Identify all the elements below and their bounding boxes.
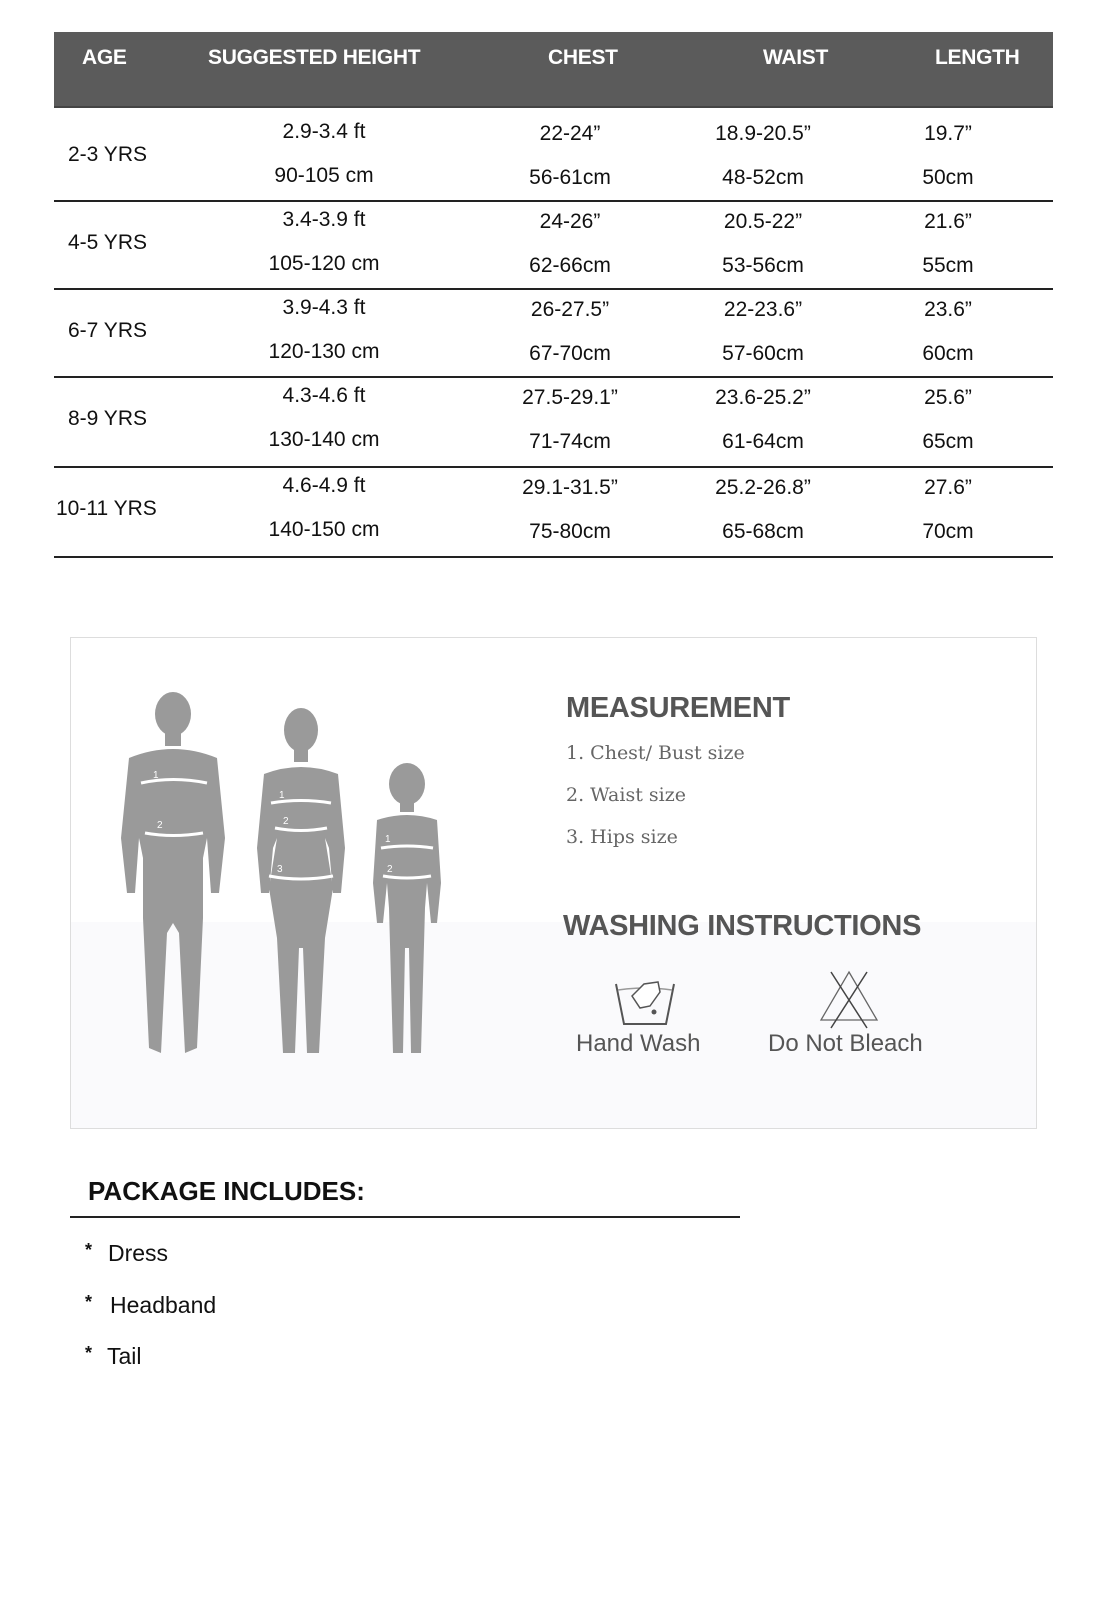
cell-waist-in: 20.5-22” (723, 210, 803, 233)
cell-length-cm: 55cm (922, 254, 974, 277)
cell-height-cm: 140-150 cm (268, 518, 380, 541)
svg-text:2: 2 (157, 820, 163, 831)
cell-height-ft: 2.9-3.4 ft (282, 120, 366, 143)
svg-text:2: 2 (387, 864, 393, 875)
cell-waist-in: 25.2-26.8” (715, 476, 811, 499)
cell-length-cm: 70cm (922, 520, 974, 543)
table-row: 6-7 YRS 3.9-4.3 ft 120-130 cm 26-27.5” 67-70… (54, 290, 1053, 378)
cell-length-cm: 60cm (922, 342, 974, 365)
cell-height-ft: 4.3-4.6 ft (282, 384, 366, 407)
package-item: Headband (110, 1292, 217, 1318)
cell-waist-cm: 65-68cm (722, 520, 804, 543)
header-waist: WAIST (763, 46, 828, 69)
cell-height-cm: 130-140 cm (268, 428, 380, 451)
svg-text:1: 1 (153, 770, 159, 781)
size-table: AGE SUGGESTED HEIGHT CHEST WAIST LENGTH … (54, 32, 1053, 558)
svg-text:1: 1 (279, 790, 285, 801)
header-chest: CHEST (548, 46, 618, 69)
cell-waist-cm: 57-60cm (722, 342, 804, 365)
package-item: Tail (107, 1343, 142, 1369)
cell-height-cm: 120-130 cm (268, 340, 380, 363)
table-row: 2-3 YRS 2.9-3.4 ft 90-105 cm 22-24” 56-61cm 1… (54, 108, 1053, 202)
measurement-item: 1. Chest/ Bust size (566, 742, 745, 764)
cell-chest-cm: 62-66cm (529, 254, 611, 277)
cell-chest-cm: 75-80cm (529, 520, 611, 543)
cell-height-cm: 105-120 cm (268, 252, 380, 275)
cell-length-in: 25.6” (924, 386, 972, 409)
cell-chest-in: 26-27.5” (530, 298, 610, 321)
cell-height-cm: 90-105 cm (274, 164, 374, 187)
cell-length-in: 23.6” (924, 298, 972, 321)
table-row: 8-9 YRS 4.3-4.6 ft 130-140 cm 27.5-29.1” 71-… (54, 378, 1053, 468)
hand-wash-icon (615, 981, 675, 1025)
cell-height-ft: 3.9-4.3 ft (282, 296, 366, 319)
hand-wash-label: Hand Wash (576, 1030, 701, 1057)
washing-title: WASHING INSTRUCTIONS (563, 910, 922, 942)
cell-chest-in: 22-24” (539, 122, 601, 145)
cell-waist-in: 18.9-20.5” (715, 122, 811, 145)
cell-waist-in: 22-23.6” (723, 298, 803, 321)
cell-waist-cm: 61-64cm (722, 430, 804, 453)
header-height: SUGGESTED HEIGHT (208, 46, 421, 69)
measurement-panel: 1 2 1 2 3 1 2 MEASUREMENT 1. Chest/ Bust siz… (70, 637, 1037, 1129)
do-not-bleach-icon (819, 970, 879, 1029)
cell-age: 4-5 YRS (68, 231, 147, 254)
cell-height-ft: 3.4-3.9 ft (282, 208, 366, 231)
package-item: Dress (108, 1240, 169, 1266)
svg-text:3: 3 (277, 864, 283, 875)
cell-chest-in: 27.5-29.1” (522, 386, 618, 409)
cell-age: 8-9 YRS (68, 407, 147, 430)
cell-waist-cm: 48-52cm (722, 166, 804, 189)
do-not-bleach-label: Do Not Bleach (768, 1030, 923, 1057)
header-length: LENGTH (935, 46, 1020, 69)
cell-length-cm: 65cm (922, 430, 974, 453)
cell-chest-in: 29.1-31.5” (522, 476, 618, 499)
cell-length-in: 19.7” (924, 122, 972, 145)
cell-chest-cm: 56-61cm (529, 166, 611, 189)
table-row: 10-11 YRS 4.6-4.9 ft 140-150 cm 29.1-31.5” 7… (54, 468, 1053, 558)
cell-age: 6-7 YRS (68, 319, 147, 342)
cell-age: 10-11 YRS (56, 497, 157, 520)
cell-length-in: 27.6” (924, 476, 972, 499)
cell-waist-in: 23.6-25.2” (715, 386, 811, 409)
body-figures-illustration: 1 2 1 2 3 1 2 (121, 692, 441, 1053)
measurement-title: MEASUREMENT (566, 692, 790, 724)
package-divider (70, 1216, 740, 1218)
cell-waist-cm: 53-56cm (722, 254, 804, 277)
cell-length-cm: 50cm (922, 166, 974, 189)
cell-chest-in: 24-26” (539, 210, 601, 233)
measurement-item: 2. Waist size (566, 784, 686, 806)
cell-chest-cm: 71-74cm (529, 430, 611, 453)
package-title: PACKAGE INCLUDES: (88, 1176, 365, 1206)
cell-chest-cm: 67-70cm (529, 342, 611, 365)
table-row: 4-5 YRS 3.4-3.9 ft 105-120 cm 24-26” 62-66cm… (54, 202, 1053, 290)
svg-text:1: 1 (385, 834, 391, 845)
bullet: * (85, 1240, 93, 1260)
bullet: * (85, 1292, 93, 1312)
svg-text:2: 2 (283, 816, 289, 827)
cell-height-ft: 4.6-4.9 ft (282, 474, 366, 497)
cell-age: 2-3 YRS (68, 143, 147, 166)
table-header: AGE SUGGESTED HEIGHT CHEST WAIST LENGTH (54, 32, 1053, 108)
cell-length-in: 21.6” (924, 210, 972, 233)
measurement-item: 3. Hips size (566, 826, 678, 848)
header-age: AGE (82, 46, 127, 69)
bullet: * (85, 1343, 93, 1363)
